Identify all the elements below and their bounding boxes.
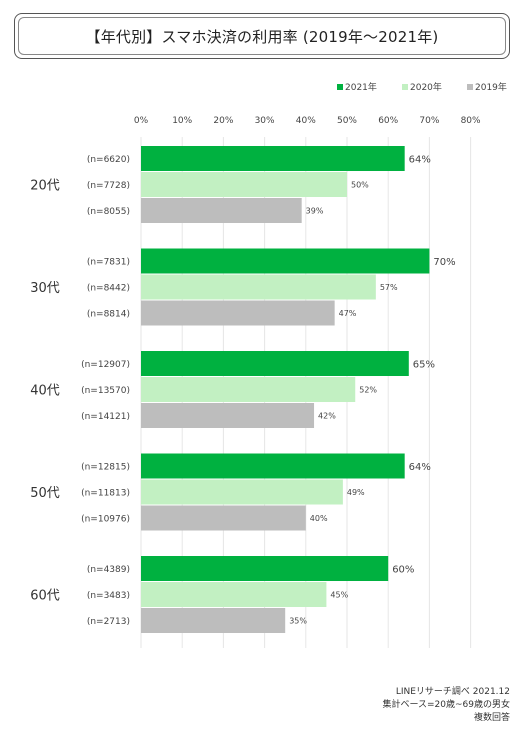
base-note: 集計ベース=20歳~69歳の男女 xyxy=(382,700,510,710)
x-tick-label: 60% xyxy=(378,116,398,126)
sample-size-label: (n=3483) xyxy=(87,591,130,601)
bar xyxy=(141,479,343,505)
data-label: 65% xyxy=(413,360,435,371)
bar xyxy=(141,556,389,581)
age-group-label: 50代 xyxy=(30,486,60,501)
data-label: 60% xyxy=(392,565,414,576)
sample-size-label: (n=12907) xyxy=(81,360,130,370)
data-label: 45% xyxy=(330,591,348,600)
bar xyxy=(141,198,302,223)
bar xyxy=(141,274,376,300)
legend-label: 2020年 xyxy=(410,81,442,93)
bar xyxy=(141,172,347,197)
sample-size-label: (n=13570) xyxy=(81,386,130,396)
age-group-label: 30代 xyxy=(30,281,60,296)
data-label: 64% xyxy=(409,155,431,166)
sample-size-label: (n=8442) xyxy=(87,284,130,294)
bar xyxy=(141,146,405,171)
x-tick-label: 40% xyxy=(296,116,316,126)
bar xyxy=(141,608,286,633)
source-note: LINEリサーチ調べ 2021.12 xyxy=(395,687,510,697)
sample-size-label: (n=12815) xyxy=(81,463,130,473)
age-group-label: 20代 xyxy=(30,179,60,194)
sample-size-label: (n=2713) xyxy=(87,617,130,627)
data-label: 52% xyxy=(359,386,377,395)
legend-swatch xyxy=(467,84,473,90)
x-tick-label: 20% xyxy=(213,116,233,126)
bar xyxy=(141,300,335,326)
data-label: 39% xyxy=(306,207,324,216)
x-tick-label: 70% xyxy=(419,116,439,126)
bar xyxy=(141,248,430,274)
x-tick-label: 0% xyxy=(134,116,149,126)
answer-note: 複数回答 xyxy=(473,713,510,723)
data-label: 64% xyxy=(409,462,431,473)
bar xyxy=(141,505,306,531)
data-label: 42% xyxy=(318,412,336,421)
bar xyxy=(141,377,356,402)
x-tick-label: 80% xyxy=(461,116,481,126)
legend-label: 2019年 xyxy=(475,81,507,93)
bar xyxy=(141,582,327,607)
data-label: 49% xyxy=(347,488,365,497)
sample-size-label: (n=7728) xyxy=(87,181,130,191)
x-tick-label: 50% xyxy=(337,116,357,126)
x-tick-label: 30% xyxy=(255,116,275,126)
age-group-label: 60代 xyxy=(30,589,60,604)
age-group-label: 40代 xyxy=(30,384,60,399)
data-label: 70% xyxy=(433,257,455,268)
legend-swatch xyxy=(337,84,343,90)
sample-size-label: (n=10976) xyxy=(81,515,130,525)
bar xyxy=(141,453,405,479)
data-label: 40% xyxy=(310,514,328,523)
data-label: 35% xyxy=(289,617,307,626)
data-label: 47% xyxy=(339,309,357,318)
legend-label: 2021年 xyxy=(345,81,377,93)
sample-size-label: (n=6620) xyxy=(87,155,130,165)
sample-size-label: (n=11813) xyxy=(81,489,130,499)
sample-size-label: (n=4389) xyxy=(87,565,130,575)
x-tick-label: 10% xyxy=(172,116,192,126)
chart-title-frame: 【年代別】スマホ決済の利用率 (2019年～2021年) xyxy=(14,13,510,59)
bar xyxy=(141,351,409,376)
legend-swatch xyxy=(402,84,408,90)
data-label: 50% xyxy=(351,181,369,190)
sample-size-label: (n=7831) xyxy=(87,258,130,268)
sample-size-label: (n=8814) xyxy=(87,310,130,320)
data-label: 57% xyxy=(380,283,398,292)
bar xyxy=(141,403,315,428)
sample-size-label: (n=14121) xyxy=(81,412,130,422)
sample-size-label: (n=8055) xyxy=(87,207,130,217)
chart-title: 【年代別】スマホ決済の利用率 (2019年～2021年) xyxy=(85,27,439,46)
